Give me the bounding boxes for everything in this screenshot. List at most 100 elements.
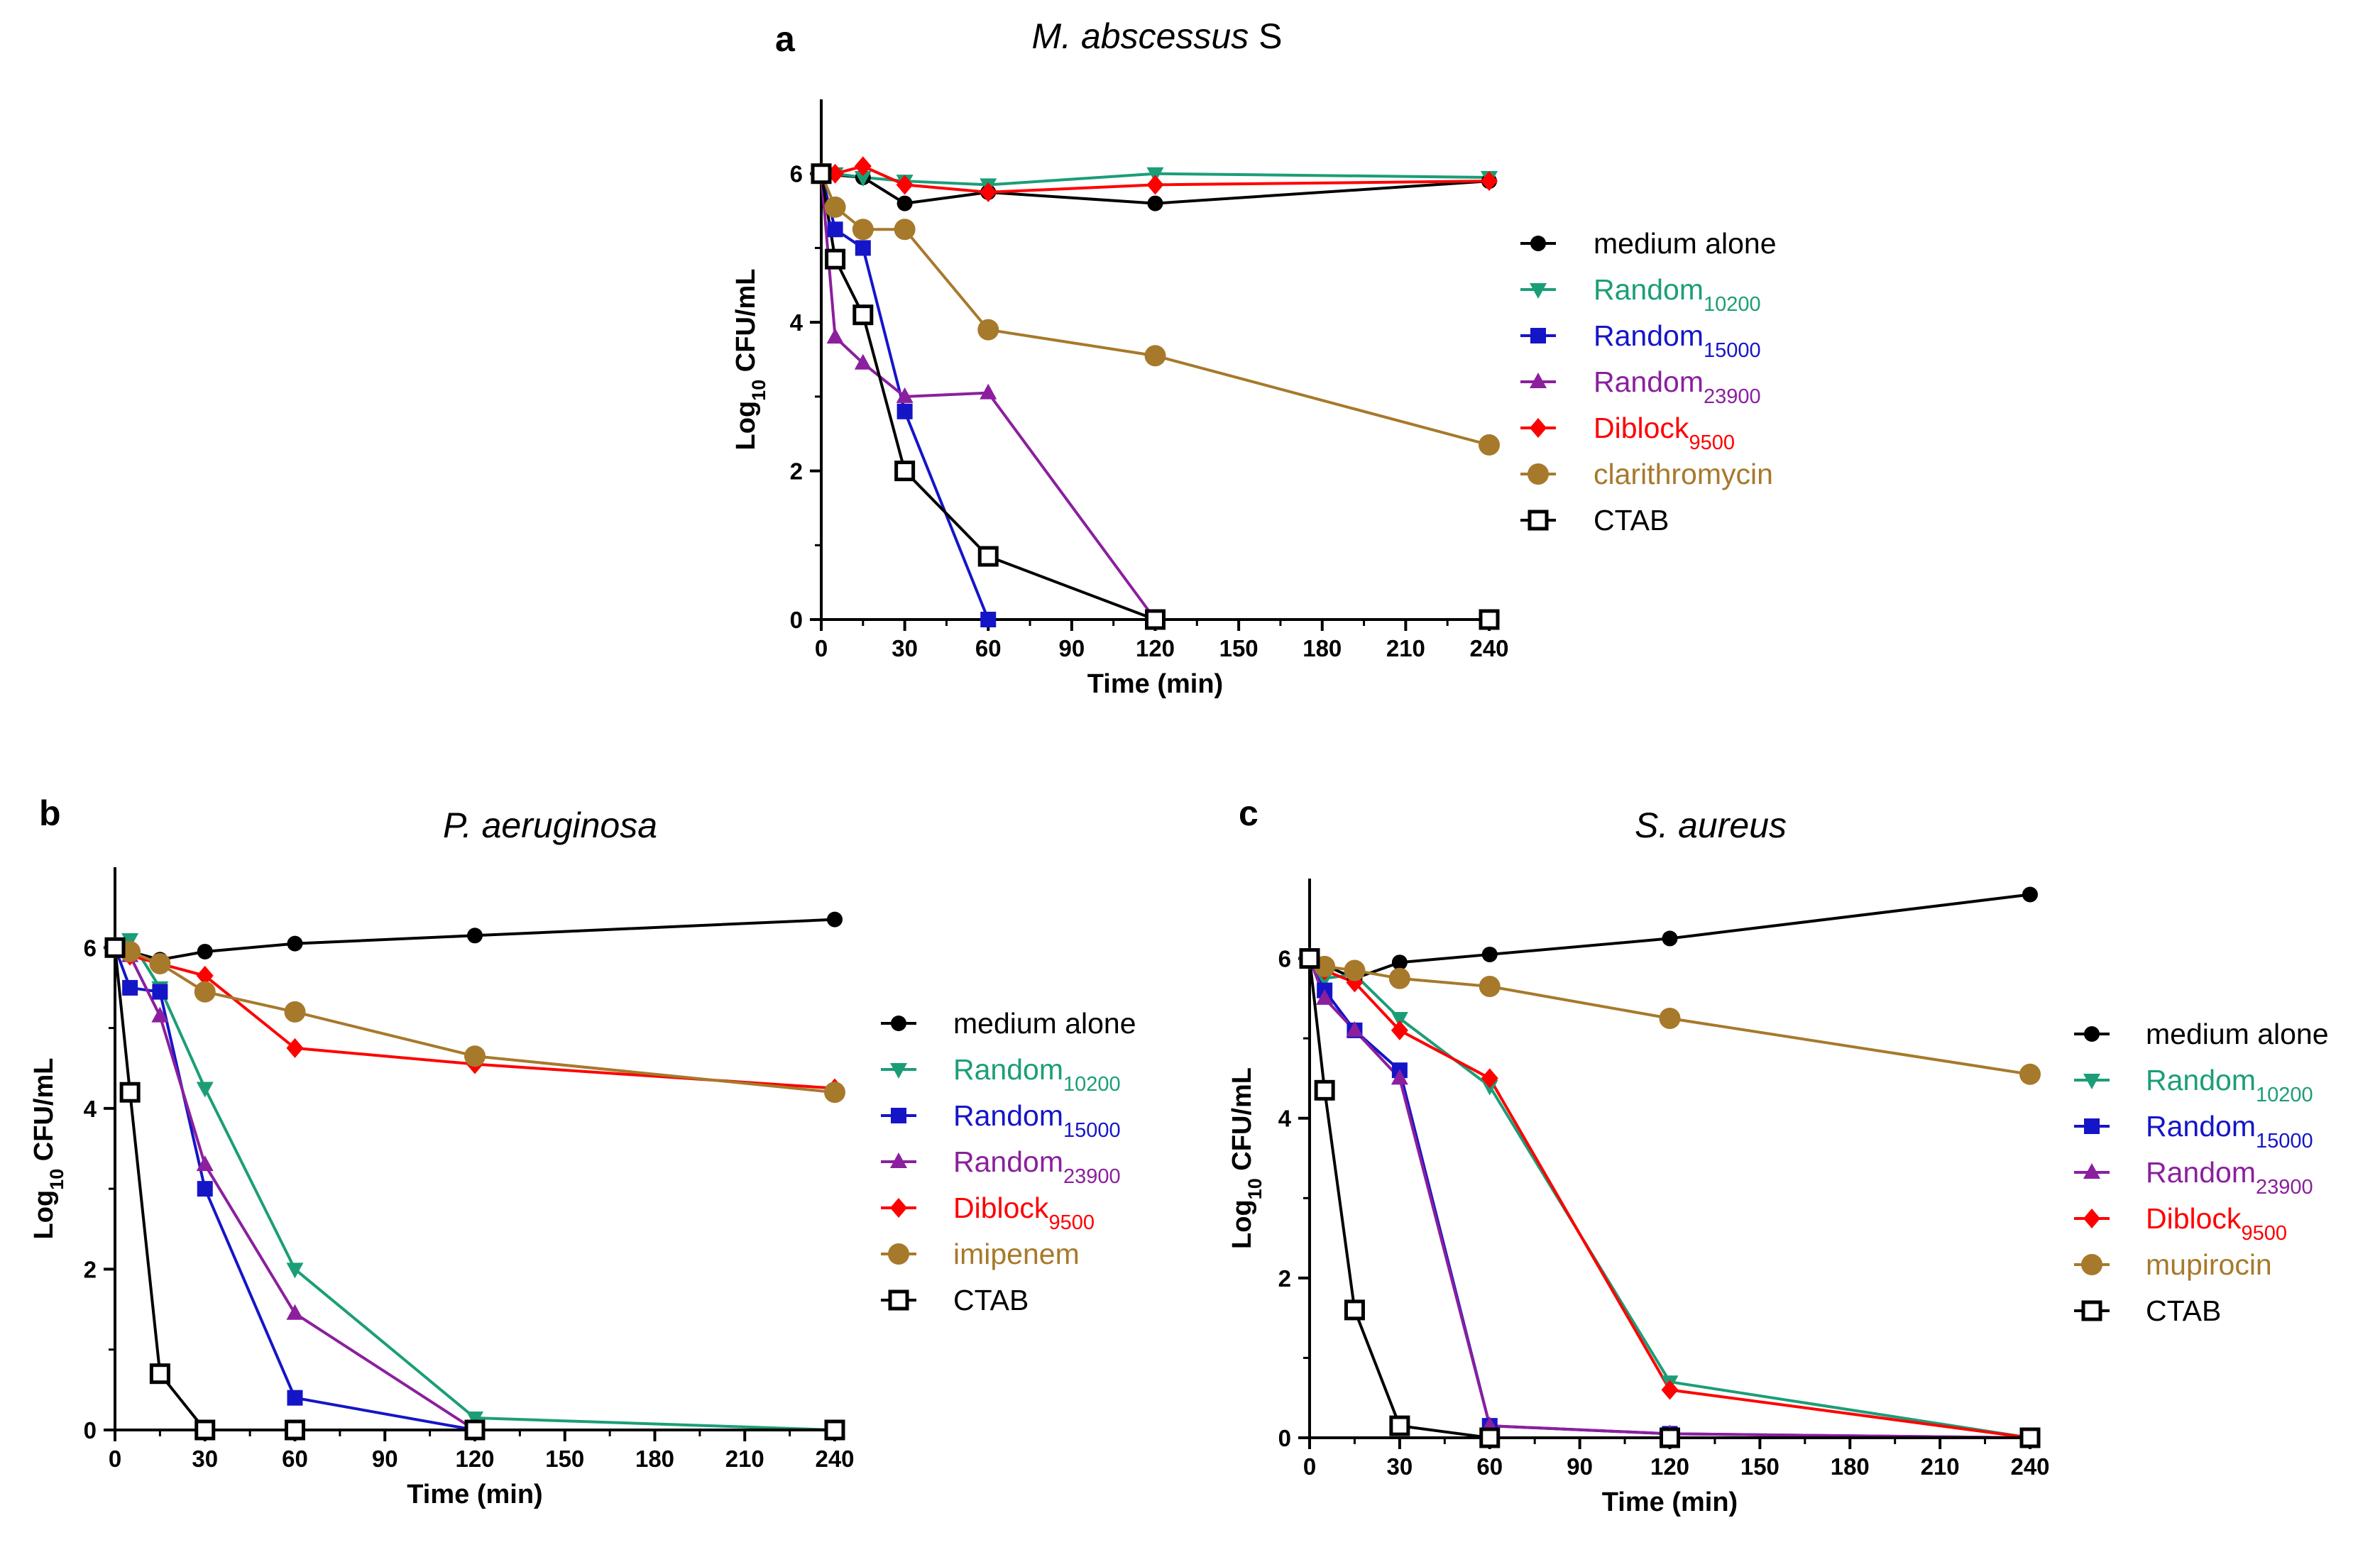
title-italic-part: M. abscessus bbox=[1032, 16, 1249, 56]
series-markers-imipenem bbox=[104, 937, 845, 1104]
panel-c-legend: medium aloneRandom10200Random15000Random… bbox=[2074, 1018, 2329, 1327]
series-markers-Random23900 bbox=[106, 938, 843, 1436]
legend-label-main: Random bbox=[1594, 365, 1704, 398]
data-point-CTAB bbox=[1660, 1427, 1680, 1448]
legend-label-sub: 15000 bbox=[2256, 1130, 2313, 1152]
legend-label: medium alone bbox=[1594, 227, 1777, 260]
y-tick-label: 6 bbox=[84, 935, 97, 961]
panel-b-letter: b bbox=[39, 793, 61, 833]
legend-item: Random15000 bbox=[2074, 1110, 2313, 1152]
legend-marker bbox=[1528, 463, 1549, 485]
legend-marker bbox=[888, 1289, 909, 1311]
x-tick-label: 240 bbox=[2010, 1453, 2049, 1480]
data-point-medium alone bbox=[1481, 946, 1498, 962]
data-point-CTAB bbox=[894, 461, 916, 482]
legend-item: Diblock9500 bbox=[2074, 1202, 2287, 1245]
data-point-Diblock9500 bbox=[980, 182, 997, 202]
legend-label-main: Random bbox=[1594, 273, 1704, 306]
legend-marker bbox=[2081, 1300, 2102, 1321]
panel-a-title: M. abscessus S bbox=[1032, 16, 1283, 56]
legend-label: Random15000 bbox=[1594, 319, 1761, 362]
x-tick-label: 30 bbox=[892, 635, 918, 661]
x-tick-label: 30 bbox=[1387, 1453, 1413, 1480]
series-markers-medium alone bbox=[1302, 886, 2038, 986]
legend-label: imipenem bbox=[953, 1238, 1080, 1270]
x-tick-label: 180 bbox=[1303, 635, 1342, 661]
panel-c-letter: c bbox=[1239, 793, 1258, 833]
title-italic-part: S. aureus bbox=[1635, 805, 1787, 845]
legend-marker bbox=[890, 1198, 907, 1218]
data-point-clarithromycin bbox=[1144, 345, 1166, 367]
data-point-Random23900 bbox=[286, 1304, 304, 1320]
legend-marker bbox=[888, 1243, 909, 1265]
legend-label-sub: 9500 bbox=[1689, 431, 1735, 454]
data-point-imipenem bbox=[464, 1045, 486, 1067]
legend-marker bbox=[890, 1152, 907, 1168]
x-tick-label: 210 bbox=[725, 1446, 764, 1472]
title-plain-part: S bbox=[1249, 16, 1282, 56]
legend-label: Random15000 bbox=[953, 1099, 1121, 1142]
data-point-CTAB bbox=[1299, 948, 1320, 969]
legend-label: Random10200 bbox=[2146, 1064, 2313, 1106]
legend-label-main: Diblock bbox=[2146, 1202, 2242, 1235]
legend-item: CTAB bbox=[881, 1284, 1029, 1316]
data-point-Random23900 bbox=[826, 328, 844, 344]
data-point-Diblock9500 bbox=[196, 965, 214, 986]
legend-label: clarithromycin bbox=[1594, 458, 1773, 490]
legend-item: medium alone bbox=[1520, 227, 1777, 260]
data-point-CTAB bbox=[825, 248, 846, 270]
legend-item: imipenem bbox=[881, 1238, 1080, 1270]
series-line-CTAB bbox=[114, 947, 835, 1431]
data-point-Random23900 bbox=[854, 353, 872, 370]
legend-label-main: CTAB bbox=[1594, 504, 1669, 537]
legend-label-main: Random bbox=[953, 1145, 1063, 1178]
panel-a: a M. abscessus S 0 30 60 90 120 150 180 210 240 0 2 4… bbox=[731, 16, 1777, 699]
series-line-Random23900 bbox=[820, 173, 1489, 621]
data-point-Random10200 bbox=[854, 170, 872, 187]
ylabel-main: Log bbox=[1227, 1199, 1257, 1249]
x-tick-label: 90 bbox=[1567, 1453, 1593, 1480]
data-point-CTAB bbox=[1314, 1079, 1335, 1101]
data-point-medium alone bbox=[827, 911, 843, 928]
panel-b-legend: medium aloneRandom10200Random15000Random… bbox=[881, 1007, 1136, 1316]
y-tick-label: 0 bbox=[790, 607, 803, 633]
y-tick-label: 6 bbox=[790, 161, 803, 187]
ylabel-main: Log bbox=[731, 401, 761, 451]
data-point-medium alone bbox=[896, 195, 913, 211]
x-tick-label: 0 bbox=[815, 635, 828, 661]
x-tick-label: 60 bbox=[975, 635, 1002, 661]
data-point-Random10200 bbox=[466, 1412, 483, 1428]
data-point-mupirocin bbox=[2019, 1063, 2041, 1085]
data-point-CTAB bbox=[811, 163, 832, 185]
x-tick-label: 240 bbox=[815, 1446, 854, 1472]
x-tick-label: 0 bbox=[109, 1446, 121, 1472]
legend-marker bbox=[1530, 418, 1547, 438]
x-tick-label: 150 bbox=[545, 1446, 584, 1472]
data-point-Diblock9500 bbox=[1661, 1380, 1679, 1400]
data-point-CTAB bbox=[104, 937, 126, 958]
data-point-mupirocin bbox=[1388, 967, 1410, 989]
legend-label-main: medium alone bbox=[953, 1007, 1136, 1040]
x-tick-label: 210 bbox=[1386, 635, 1425, 661]
legend-item: medium alone bbox=[2074, 1018, 2329, 1050]
data-point-CTAB bbox=[824, 1419, 845, 1441]
panel-b-x-axis-title: Time (min) bbox=[407, 1480, 542, 1509]
legend-label-sub: 23900 bbox=[1063, 1165, 1121, 1188]
data-point-medium alone bbox=[1391, 954, 1408, 971]
legend-marker bbox=[1530, 283, 1547, 299]
x-tick-label: 150 bbox=[1740, 1453, 1779, 1480]
ylabel-sub: 10 bbox=[46, 1169, 67, 1190]
legend-label-main: clarithromycin bbox=[1594, 458, 1773, 490]
data-point-CTAB bbox=[1479, 609, 1500, 630]
legend-label: CTAB bbox=[1594, 504, 1669, 537]
data-point-Random15000 bbox=[980, 612, 997, 627]
legend-label: Random23900 bbox=[953, 1145, 1121, 1188]
panel-c-x-axis-title: Time (min) bbox=[1602, 1487, 1738, 1517]
legend-label-main: CTAB bbox=[2146, 1294, 2221, 1327]
series-line-Random15000 bbox=[114, 947, 835, 1431]
data-point-Random10200 bbox=[286, 1262, 304, 1279]
data-point-Random15000 bbox=[287, 1390, 303, 1406]
data-point-Random15000 bbox=[896, 403, 913, 419]
data-point-CTAB bbox=[1344, 1299, 1365, 1321]
